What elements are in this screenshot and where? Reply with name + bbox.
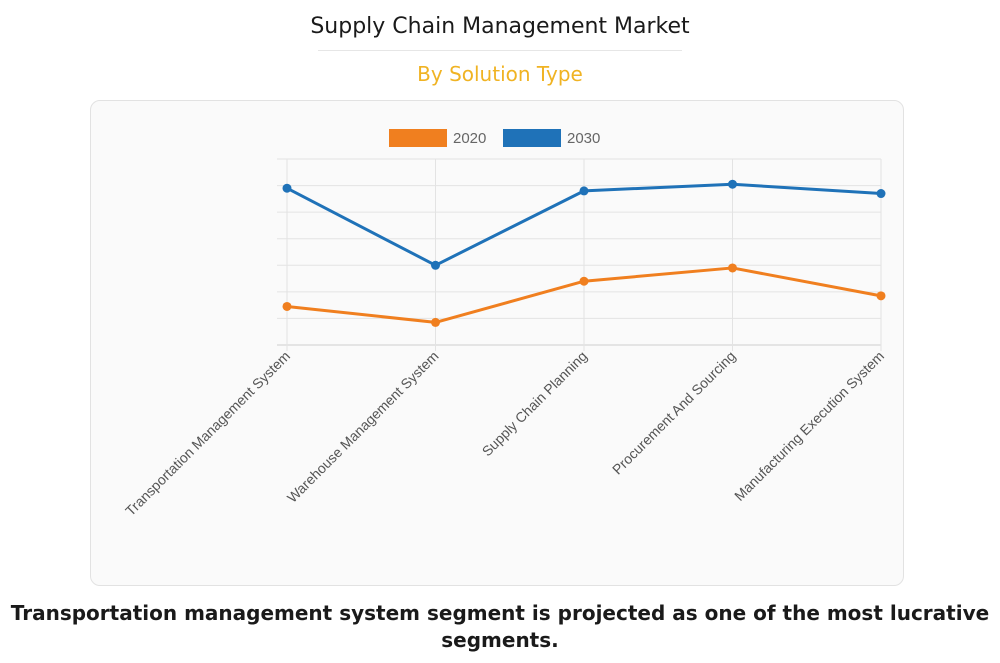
data-point-2020 (728, 263, 737, 273)
x-tick-label: Warehouse Management System (284, 348, 442, 506)
data-point-2030 (579, 186, 589, 196)
data-point-2020 (431, 317, 440, 327)
legend-swatch-2030 (503, 129, 561, 147)
data-point-2030 (728, 179, 737, 189)
page-title: Supply Chain Management Market (310, 14, 690, 39)
chart-caption: Transportation management system segment… (10, 601, 990, 652)
legend-swatch-2020 (389, 129, 447, 147)
x-tick-label: Supply Chain Planning (479, 348, 590, 459)
x-tick-label: Transportation Management System (122, 348, 293, 519)
x-tick-label: Procurement And Sourcing (609, 348, 739, 478)
title-divider (318, 50, 682, 51)
data-point-2020 (282, 301, 292, 311)
x-tick-label: Manufacturing Execution System (731, 348, 887, 504)
data-point-2020 (579, 276, 589, 286)
data-point-2030 (282, 183, 292, 193)
data-point-2030 (431, 260, 440, 270)
page-subtitle: By Solution Type (417, 62, 583, 86)
legend-label-2030: 2030 (567, 130, 600, 147)
chart-card: Transportation Management System Warehous… (90, 100, 904, 586)
data-point-2020 (876, 291, 886, 301)
line-chart: Transportation Management SystemWarehous… (122, 129, 887, 519)
data-point-2030 (876, 189, 886, 199)
legend-label-2020: 2020 (453, 130, 486, 147)
